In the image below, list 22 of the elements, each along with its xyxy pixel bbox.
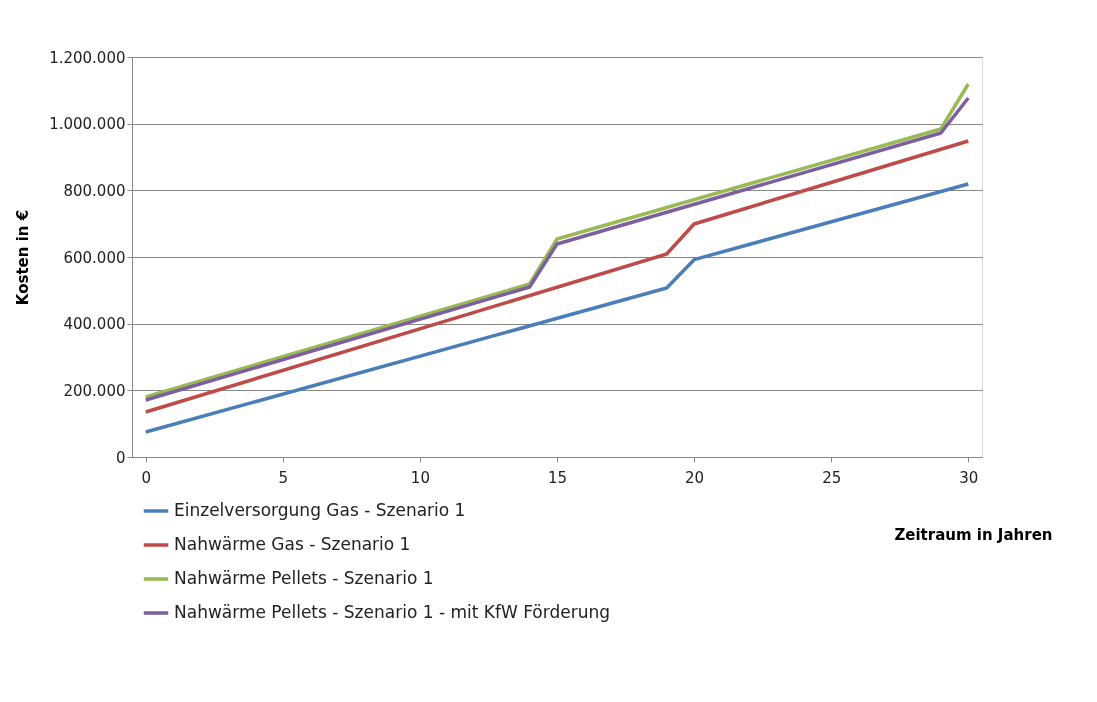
x-tick-label: 5 xyxy=(278,468,289,487)
legend-label: Nahwärme Pellets - Szenario 1 xyxy=(174,568,434,588)
x-tick-label: 15 xyxy=(547,468,568,487)
x-axis-title: Zeitraum in Jahren xyxy=(894,525,1053,544)
x-tick-label: 20 xyxy=(685,468,705,487)
x-tick-label: 0 xyxy=(141,468,151,487)
y-tick-label: 600.000 xyxy=(63,248,126,267)
legend-label: Nahwärme Pellets - Szenario 1 - mit KfW Förderung xyxy=(174,602,610,622)
y-tick-label: 0 xyxy=(115,448,126,467)
line-series xyxy=(143,182,971,434)
x-tick-label: 10 xyxy=(410,468,430,487)
y-tick-label: 1.200.000 xyxy=(49,48,126,67)
y-tick-label: 1.000.000 xyxy=(49,115,126,134)
y-tick-label: 200.000 xyxy=(63,381,126,400)
line-series xyxy=(143,139,971,414)
x-tick-label: 30 xyxy=(959,468,979,487)
y-tick-label: 400.000 xyxy=(63,315,126,334)
y-tick-label: 800.000 xyxy=(63,181,126,200)
legend-label: Einzelversorgung Gas - Szenario 1 xyxy=(174,500,466,520)
x-tick-label: 25 xyxy=(822,468,842,487)
legend-label: Nahwärme Gas - Szenario 1 xyxy=(174,534,411,554)
y-axis-title: Kosten in € xyxy=(14,209,33,306)
